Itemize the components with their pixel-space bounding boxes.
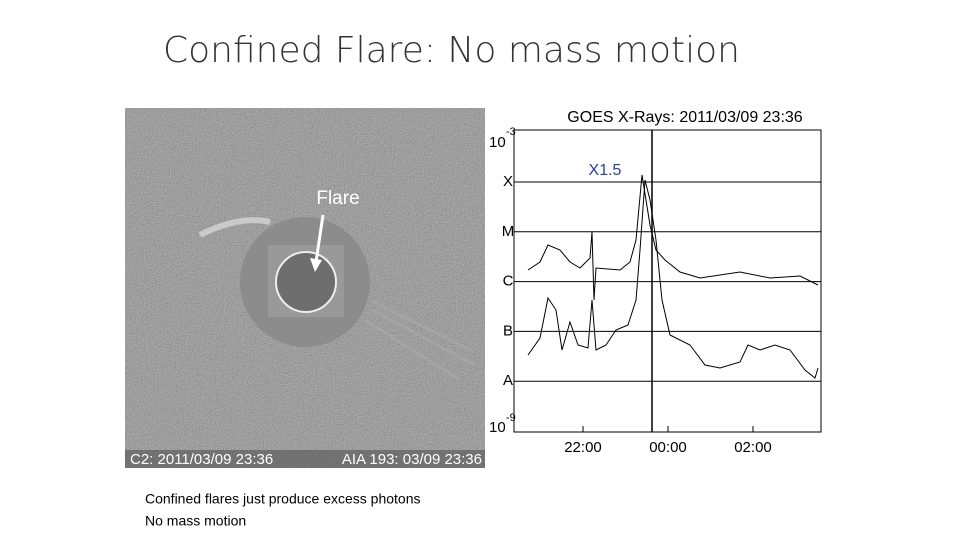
flare-class-label: X1.5 [589,162,622,179]
goes-long-curve [527,174,819,301]
x-tick-label: 02:00 [734,439,772,456]
grid: X M C B A 22:00 00:00 02:00 [502,173,821,456]
solar-disk [275,251,337,313]
x-tick-label: 22:00 [564,439,602,456]
coronagraph-image: C2: 2011/03/09 23:36 AIA 193: 03/09 23:3… [125,108,485,468]
flare-label: Flare [316,188,359,209]
goes-plot: GOES X-Rays: 2011/03/09 23:36 X M C B A 22:00… [489,109,822,456]
note: No mass motion [145,513,246,529]
image-caption-right: AIA 193: 03/09 23:36 [342,451,482,468]
flare-arrowhead [310,258,322,272]
goes-short-curve [527,179,819,379]
flare-arrow [314,214,325,263]
class-label: A [503,372,513,389]
plot-title: GOES X-Rays: 2011/03/09 23:36 [567,109,803,126]
y-top-base: 10 [489,134,506,151]
class-label: M [502,223,515,240]
image-caption-left: C2: 2011/03/09 23:36 [130,451,273,468]
note: Confined flares just produce excess phot… [145,491,421,507]
x-tick-label: 00:00 [649,439,687,456]
class-label: X [503,173,513,190]
plot-frame [513,129,822,433]
caption-bar [125,450,485,468]
y-bottom-base: 10 [489,419,506,436]
class-label: C [503,273,514,290]
slide-title: Confined Flare: No mass motion [163,30,740,71]
streamer [364,298,476,382]
class-label: B [503,322,513,339]
y-top-exp: -3 [506,126,516,138]
streamer [198,217,271,238]
y-bottom-exp: -9 [506,412,516,424]
